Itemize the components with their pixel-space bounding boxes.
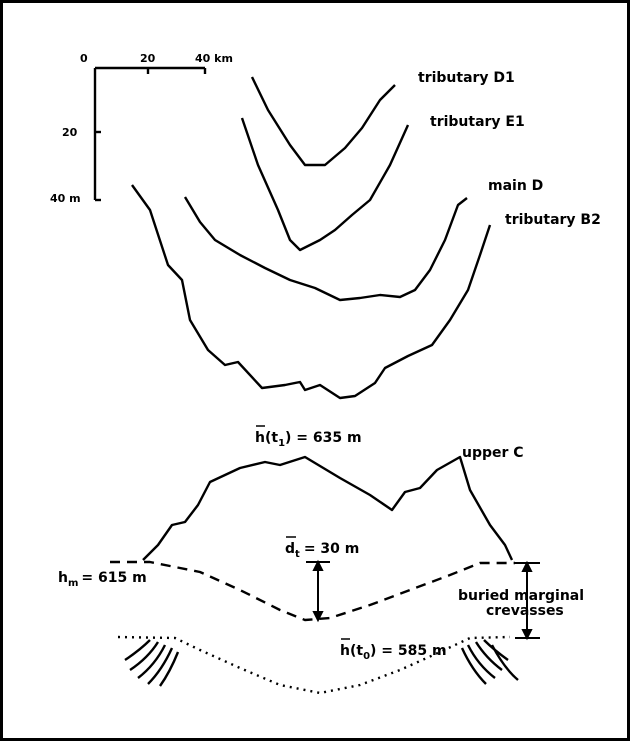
scale-label: 20 <box>62 126 78 139</box>
curve-label: upper C <box>462 445 524 461</box>
curve-label: tributary D1 <box>418 70 515 86</box>
scale-label: 0 <box>80 52 88 65</box>
diagram: 0 20 40 km 20 40 m tributary D1 tributar… <box>0 0 631 741</box>
annotation: buried marginal <box>458 588 584 604</box>
scale-label: 40 km <box>195 52 233 65</box>
scale-label: 40 m <box>50 192 81 205</box>
curve-label: tributary E1 <box>430 114 525 130</box>
curve-label: main D <box>488 178 543 194</box>
curve-label: tributary B2 <box>505 212 601 228</box>
annotation: crevasses <box>486 603 564 619</box>
scale-label: 20 <box>140 52 156 65</box>
